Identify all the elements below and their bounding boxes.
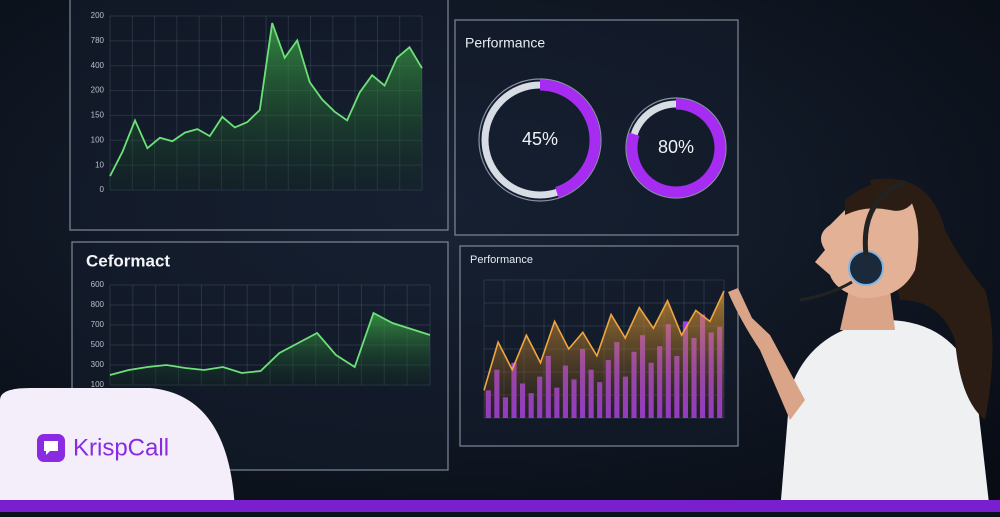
shirt [780, 319, 990, 512]
brand: KrispCall [73, 434, 169, 461]
area [110, 23, 422, 190]
y-tick-label: 200 [91, 11, 105, 20]
panel-title: Performance [465, 35, 545, 51]
y-tick-label: 100 [91, 380, 105, 389]
gauge-label: 80% [658, 137, 694, 157]
line [109, 22, 423, 177]
headset [799, 280, 853, 302]
y-tick-label: 10 [95, 160, 104, 169]
y-tick-label: 0 [100, 185, 105, 194]
y-tick-label: 700 [91, 320, 105, 329]
y-tick-label: 150 [91, 111, 105, 120]
headset [862, 179, 906, 256]
arm [728, 288, 805, 420]
y-tick-label: 600 [91, 280, 105, 289]
y-tick-label: 200 [91, 86, 105, 95]
line [109, 311, 431, 376]
area [484, 291, 724, 418]
bottom-bar [0, 500, 1000, 512]
headset [848, 250, 884, 286]
logo-card [0, 388, 235, 512]
panel-title: Ceformact [86, 251, 170, 270]
line [483, 290, 725, 391]
y-tick-label: 800 [91, 300, 105, 309]
y-tick-label: 100 [91, 135, 105, 144]
y-tick-label: 400 [91, 61, 105, 70]
gauge-ring [625, 97, 727, 199]
person [728, 178, 993, 512]
y-tick-label: 500 [91, 340, 105, 349]
logo-icon [44, 441, 58, 455]
area [110, 313, 430, 385]
gauge-arc [479, 79, 601, 201]
y-tick-label: 300 [91, 360, 105, 369]
gauge-ring [478, 78, 602, 202]
gauge-arc [626, 98, 726, 198]
gauge-label: 45% [522, 129, 558, 149]
y-tick-label: 780 [91, 36, 105, 45]
panel-title: Performance [470, 254, 533, 266]
